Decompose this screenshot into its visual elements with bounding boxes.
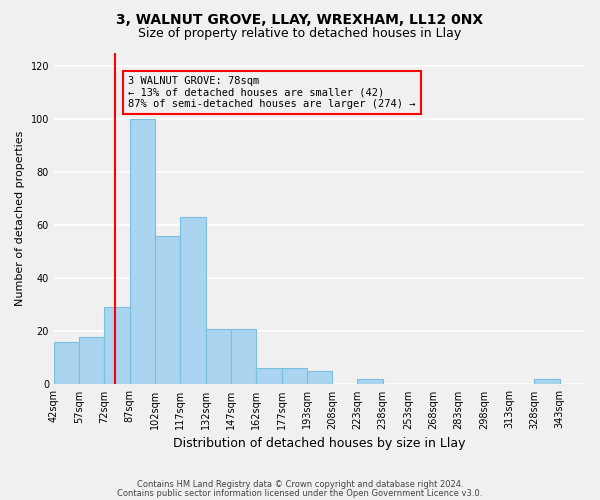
Bar xyxy=(535,379,560,384)
Text: Contains HM Land Registry data © Crown copyright and database right 2024.: Contains HM Land Registry data © Crown c… xyxy=(137,480,463,489)
Bar xyxy=(206,328,231,384)
Y-axis label: Number of detached properties: Number of detached properties xyxy=(15,131,25,306)
Bar xyxy=(54,342,79,384)
Bar xyxy=(231,328,256,384)
Text: Contains public sector information licensed under the Open Government Licence v3: Contains public sector information licen… xyxy=(118,489,482,498)
Text: 3 WALNUT GROVE: 78sqm
← 13% of detached houses are smaller (42)
87% of semi-deta: 3 WALNUT GROVE: 78sqm ← 13% of detached … xyxy=(128,76,416,109)
Bar xyxy=(79,336,104,384)
Bar xyxy=(104,308,130,384)
Text: Size of property relative to detached houses in Llay: Size of property relative to detached ho… xyxy=(139,28,461,40)
Bar xyxy=(130,119,155,384)
Bar xyxy=(155,236,181,384)
Bar xyxy=(181,217,206,384)
Bar xyxy=(358,379,383,384)
Text: 3, WALNUT GROVE, LLAY, WREXHAM, LL12 0NX: 3, WALNUT GROVE, LLAY, WREXHAM, LL12 0NX xyxy=(116,12,484,26)
X-axis label: Distribution of detached houses by size in Llay: Distribution of detached houses by size … xyxy=(173,437,466,450)
Bar xyxy=(281,368,307,384)
Bar xyxy=(256,368,281,384)
Bar xyxy=(307,371,332,384)
